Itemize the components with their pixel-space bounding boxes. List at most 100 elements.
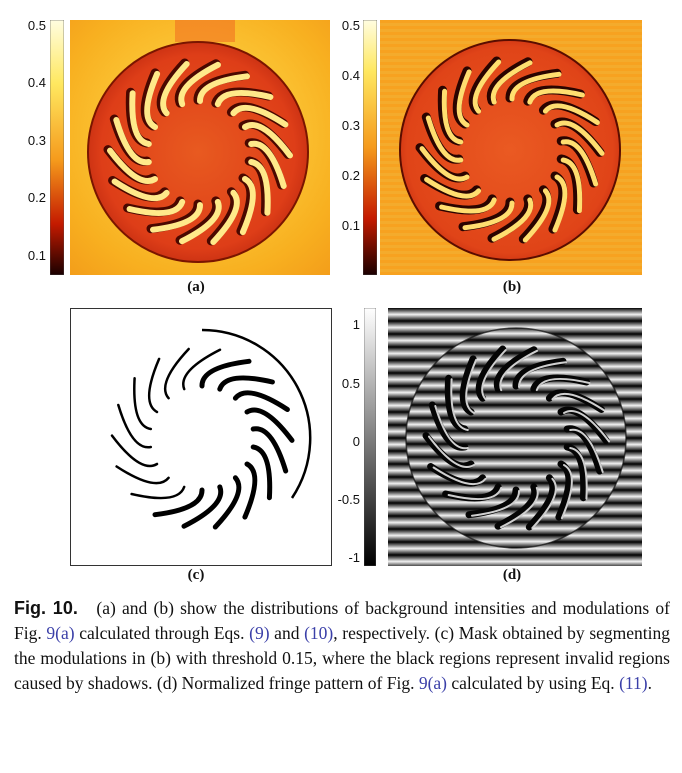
blade-slot <box>560 157 583 214</box>
equation-reference-link[interactable]: (11) <box>619 673 648 693</box>
blade-slot <box>163 347 190 400</box>
equation-reference-link[interactable]: (9) <box>249 623 270 643</box>
blade-slot <box>230 104 289 128</box>
blade-group-a <box>103 58 293 246</box>
blade-slot <box>493 346 538 393</box>
blade-slot <box>242 461 258 520</box>
label-c: (c) <box>187 567 205 583</box>
caption-text: . <box>647 673 652 693</box>
panel-d: 1 0.5 0 -0.5 -1 (d) <box>338 300 682 590</box>
blade-slot <box>113 117 152 166</box>
colorbar-a-tick: 0.1 <box>27 248 46 263</box>
blade-slot <box>250 426 289 474</box>
blade-slot <box>509 71 562 102</box>
panel-b: 0.5 0.4 0.3 0.2 0.1 (b) <box>340 0 682 300</box>
blade-slot <box>179 198 222 245</box>
colorbar-a-tick: 0.5 <box>27 18 46 33</box>
figure-number: Fig. 10. <box>14 598 78 618</box>
blade-slot <box>560 139 599 187</box>
panel-a: 0.5 0.4 0.3 0.2 0.1 (a) <box>0 0 340 300</box>
blade-slot <box>115 465 170 485</box>
figure-reference-link[interactable]: 9(a) <box>46 623 75 643</box>
blade-slot <box>456 69 472 128</box>
blade-slot <box>554 120 605 156</box>
blade-slot <box>107 147 158 184</box>
colorbar-d-tick: 0.5 <box>341 376 360 391</box>
blade-slot <box>150 202 204 233</box>
blade-slot <box>471 490 521 517</box>
colorbar-b <box>363 20 377 275</box>
blade-slot <box>432 466 487 486</box>
blade-slot <box>517 361 567 388</box>
blade-slot <box>522 188 552 243</box>
equation-reference-link[interactable]: (10) <box>304 623 334 643</box>
blade-slot <box>232 390 290 412</box>
blade-slot <box>217 375 275 392</box>
blade-slot <box>499 349 538 392</box>
blade-slot <box>182 348 222 391</box>
blade-slot <box>560 464 573 520</box>
blade-slot <box>181 484 224 529</box>
image-c-mask <box>70 308 332 566</box>
figure-reference-link[interactable]: 9(a) <box>418 673 448 693</box>
label-d: (d) <box>502 567 522 583</box>
blade-slot <box>160 61 190 117</box>
blade-slot <box>535 377 591 392</box>
colorbar-b-tick: 0.1 <box>341 218 360 233</box>
blade-slot <box>419 146 470 182</box>
blade-slot <box>465 486 520 519</box>
blade-slot <box>434 405 469 450</box>
colorbar-b-tick: 0.3 <box>341 118 360 133</box>
blade-slot <box>199 358 252 389</box>
blade-slot <box>129 90 152 147</box>
label-b: (b) <box>502 279 522 295</box>
colorbar-b-tick: 0.2 <box>341 168 360 183</box>
blade-slot <box>248 140 287 189</box>
panel-c: (c) <box>0 300 340 590</box>
image-a-background-intensity <box>70 20 330 275</box>
caption-text: calculated by using Eq. <box>451 673 615 693</box>
colorbar-d-tick: -0.5 <box>337 492 360 507</box>
blade-slot <box>439 197 497 214</box>
blade-slot <box>117 403 153 449</box>
blade-group-b <box>415 56 605 244</box>
blade-slot <box>212 475 242 530</box>
blade-slot <box>126 198 186 217</box>
blade-slot <box>551 392 606 412</box>
blade-slot <box>472 59 502 114</box>
blade-slot <box>424 177 482 199</box>
blade-slot <box>250 444 273 501</box>
blade-slot <box>130 485 186 500</box>
caption-text: , respectively. (c) Mask obtained by seg… <box>14 623 670 693</box>
image-d-fringe-pattern <box>388 308 642 566</box>
blade-slot <box>152 487 205 518</box>
label-a: (a) <box>187 279 205 295</box>
blade-slot <box>462 200 515 231</box>
blade-group-c <box>110 347 295 530</box>
blade-slot <box>147 357 161 414</box>
colorbar-b-tick: 0.5 <box>341 18 360 33</box>
blade-slot <box>494 483 539 530</box>
caption-text: calculated through Eqs. <box>79 623 245 643</box>
colorbar-d-tick: 0 <box>352 434 360 449</box>
blade-slot <box>428 435 475 468</box>
colorbar-b-tick: 0.4 <box>341 68 360 83</box>
blade-slot <box>465 358 478 414</box>
blade-slot <box>531 477 557 529</box>
blade-slot <box>490 60 533 105</box>
blade-slot <box>447 486 503 501</box>
blade-slot <box>500 486 539 529</box>
blade-slot <box>441 88 464 145</box>
figure-caption: Fig. 10. (a) and (b) show the distributi… <box>14 596 670 696</box>
blade-slot <box>196 73 250 104</box>
blade-slot <box>111 178 170 202</box>
blade-slot <box>481 349 507 401</box>
colorbar-a-tick: 0.4 <box>27 75 46 90</box>
blade-slot <box>555 460 573 521</box>
blade-slot <box>425 115 464 163</box>
colorbar-d-tick: -1 <box>348 550 360 565</box>
blade-slot <box>459 355 477 416</box>
blade-slot <box>210 189 240 245</box>
blade-slot <box>569 428 604 473</box>
blade-slot <box>475 345 507 402</box>
